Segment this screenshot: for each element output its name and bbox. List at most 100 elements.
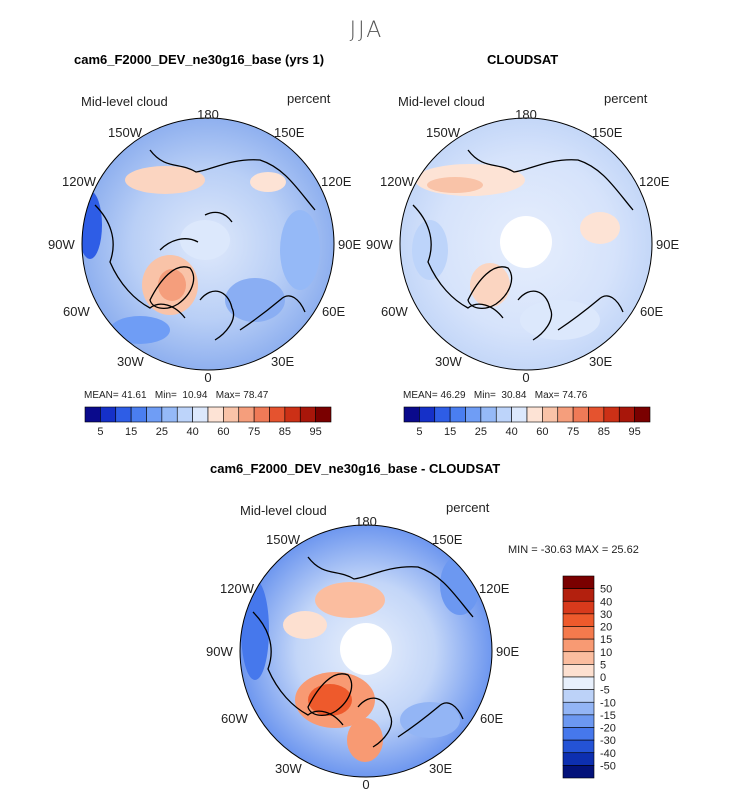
colorbar-swatch	[588, 406, 605, 423]
colorbar-swatch	[542, 406, 559, 423]
lon-60w: 60W	[63, 304, 90, 319]
colorbar-swatch	[562, 588, 595, 602]
lon-150e: 150E	[432, 532, 463, 547]
panel2-units: percent	[604, 91, 648, 106]
lon-150e: 150E	[592, 125, 623, 140]
lon-120e: 120E	[479, 581, 510, 596]
colorbar-swatch	[434, 406, 451, 423]
min-value: 10.94	[182, 390, 208, 401]
colorbar-tick-label: 15	[444, 426, 456, 438]
colorbar-swatch	[562, 765, 595, 779]
colorbar-swatch	[562, 575, 595, 589]
lon-0: 0	[362, 777, 369, 792]
lon-0: 0	[204, 370, 211, 385]
colorbar-tick-label: -5	[600, 685, 610, 697]
lon-180: 180	[355, 514, 377, 529]
colorbar-tick-label: 5	[416, 426, 422, 438]
lon-90e: 90E	[338, 237, 361, 252]
colorbar-swatch	[253, 406, 270, 423]
colorbar-swatch	[562, 689, 595, 703]
colorbar-tick-label: 40	[187, 426, 199, 438]
lon-90w: 90W	[48, 237, 75, 252]
colorbar-tick-label: 25	[156, 426, 168, 438]
lon-60e: 60E	[322, 304, 345, 319]
colorbar-swatch	[161, 406, 178, 423]
map-difference: 180 150W 150E 120W 120E 90W 90E 60W 60E …	[206, 514, 519, 792]
colorbar-tick-label: 60	[217, 426, 229, 438]
colorbar-swatch	[562, 727, 595, 741]
colorbar-swatch	[269, 406, 286, 423]
lon-90w: 90W	[206, 644, 233, 659]
colorbar-tick-label: 5	[600, 659, 606, 671]
colorbar-swatch	[449, 406, 466, 423]
colorbar-tick-label: 95	[310, 426, 322, 438]
lon-30e: 30E	[589, 354, 612, 369]
min-value: 30.84	[501, 390, 527, 401]
colorbar-swatch	[562, 664, 595, 678]
panel2-stats: MEAN= 46.29 Min= 30.84 Max= 74.76	[403, 390, 587, 401]
colorbar-tick-label: 15	[125, 426, 137, 438]
colorbar-swatch	[562, 752, 595, 766]
colorbar-swatch	[562, 626, 595, 640]
colorbar-tick-label: 95	[629, 426, 641, 438]
max-label: Max=	[534, 390, 560, 401]
lon-180: 180	[515, 107, 537, 122]
lon-120w: 120W	[220, 581, 255, 596]
colorbar-swatch	[634, 406, 651, 423]
min-label: Min=	[154, 390, 177, 401]
colorbar-swatch	[207, 406, 224, 423]
colorbar-swatch	[284, 406, 301, 423]
max-value: 78.47	[243, 390, 269, 401]
lon-60w: 60W	[221, 711, 248, 726]
colorbar-swatch	[192, 406, 209, 423]
colorbar-tick-label: -40	[600, 748, 616, 760]
cloudsat-pole-hole	[500, 216, 552, 268]
lon-120e: 120E	[639, 174, 670, 189]
mean-value: 41.61	[121, 390, 147, 401]
colorbar-swatch	[419, 406, 436, 423]
lon-120w: 120W	[62, 174, 97, 189]
lon-60e: 60E	[480, 711, 503, 726]
colorbar-swatch	[562, 739, 595, 754]
colorbar-swatch	[562, 651, 595, 665]
lon-30w: 30W	[435, 354, 462, 369]
panel2-title: CLOUDSAT	[487, 52, 559, 67]
lon-30w: 30W	[275, 761, 302, 776]
colorbar-tick-label: 25	[475, 426, 487, 438]
colorbar-swatch	[562, 701, 595, 716]
colorbar-swatch	[562, 676, 595, 690]
lon-90e: 90E	[656, 237, 679, 252]
colorbar-swatch	[115, 406, 132, 423]
max-label: Max=	[215, 390, 241, 401]
colorbar-swatch	[603, 406, 620, 423]
colorbar-cloudsat: 5 15 25 40 60 75 85 95	[403, 406, 651, 438]
colorbar-tick-label: -20	[600, 723, 616, 735]
difference-pole-hole	[340, 623, 392, 675]
colorbar-swatch	[618, 406, 635, 423]
lon-30w: 30W	[117, 354, 144, 369]
lon-120w: 120W	[380, 174, 415, 189]
colorbar-swatch	[84, 406, 101, 423]
colorbar-tick-label: 40	[506, 426, 518, 438]
colorbar-tick-label: 5	[97, 426, 103, 438]
colorbar-swatch	[299, 406, 316, 423]
lon-60e: 60E	[640, 304, 663, 319]
colorbar-tick-label: 40	[600, 596, 612, 608]
lon-120e: 120E	[321, 174, 352, 189]
lon-180: 180	[197, 107, 219, 122]
lon-150w: 150W	[426, 125, 461, 140]
colorbar-swatch	[100, 406, 117, 423]
colorbar-tick-label: -10	[600, 697, 616, 709]
colorbar-tick-label: -50	[600, 760, 616, 772]
mean-value: 46.29	[440, 390, 466, 401]
colorbar-tick-label: 60	[536, 426, 548, 438]
colorbar-swatch	[562, 613, 595, 627]
colorbar-tick-label: 30	[600, 609, 612, 621]
lon-30e: 30E	[271, 354, 294, 369]
season-title: JJA	[349, 18, 384, 43]
colorbar-swatch	[562, 600, 595, 615]
panel3-minmax: MIN = -30.63 MAX = 25.62	[508, 544, 639, 556]
map1-lon-labels: 180 150W 150E 120W 120E 90W 90E 60W 60E …	[48, 107, 361, 385]
mean-label: MEAN=	[403, 390, 438, 401]
